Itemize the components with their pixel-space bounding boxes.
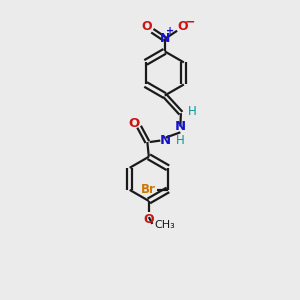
Text: N: N — [175, 120, 186, 133]
Text: O: O — [178, 20, 188, 33]
Text: H: H — [188, 105, 196, 118]
Text: N: N — [160, 32, 170, 46]
Text: Br: Br — [141, 183, 156, 196]
Text: N: N — [160, 134, 171, 147]
Text: −: − — [185, 15, 196, 28]
Text: O: O — [143, 213, 154, 226]
Text: H: H — [176, 134, 185, 147]
Text: O: O — [141, 20, 152, 33]
Text: +: + — [166, 26, 174, 36]
Text: CH₃: CH₃ — [154, 220, 175, 230]
Text: O: O — [128, 117, 140, 130]
